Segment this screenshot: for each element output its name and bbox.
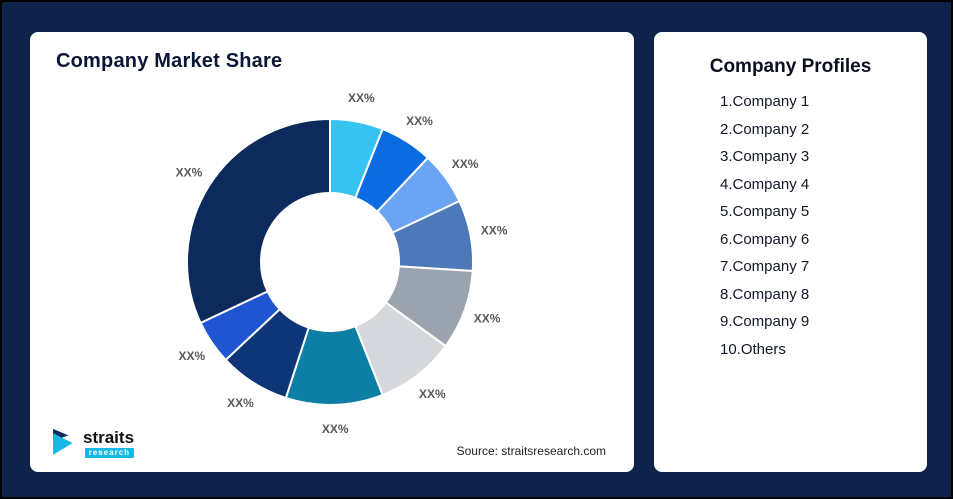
slice-label: XX% (419, 387, 446, 401)
profile-item: 6.Company 6 (720, 230, 810, 248)
slice-label: XX% (348, 91, 375, 105)
slice-label: XX% (474, 312, 501, 326)
straits-logo: straits research (52, 427, 135, 458)
profile-item: 10.Others (720, 340, 786, 358)
profile-item: 5.Company 5 (720, 203, 810, 220)
donut-chart-area: XX% XX% XX% XX% XX% XX% XX% XX% XX% XX% (30, 90, 634, 442)
market-share-card: Company Market Share XX% XX% XX% XX% XX% XX% X… (30, 32, 634, 472)
slice-label: XX% (481, 224, 508, 238)
profile-item: 3.Company 3 (720, 148, 810, 165)
profile-item: 7.Company 7 (720, 258, 810, 275)
profile-item: 8.Company 8 (720, 285, 810, 303)
donut-chart: XX% XX% XX% XX% XX% XX% XX% XX% XX% XX% (176, 91, 508, 436)
slice-label: XX% (406, 114, 433, 128)
chart-title: Company Market Share (56, 50, 283, 72)
profile-item: 2.Company 2 (720, 120, 810, 138)
slice-label: XX% (322, 422, 349, 436)
slice-label: XX% (452, 157, 479, 171)
slice-label: XX% (179, 349, 206, 363)
profile-item: 9.Company 9 (720, 313, 810, 330)
slice-label: XX% (227, 396, 254, 410)
source-text: Source: straitsresearch.com (456, 444, 606, 458)
straits-logo-text: straits research (83, 427, 135, 458)
slice-label: XX% (176, 166, 203, 180)
profile-item: 4.Company 4 (720, 175, 810, 193)
donut-segment-10 (186, 118, 331, 324)
logo-subtitle: research (84, 447, 135, 458)
profile-item: 1.Company 1 (720, 93, 810, 110)
straits-logo-icon (53, 428, 73, 455)
profiles-list: 1.Company 1 2.Company 2 3.Company 3 4.Compa… (654, 88, 927, 363)
profiles-title: Company Profiles (709, 56, 872, 77)
logo-name: straits (83, 427, 135, 447)
company-profiles-card: Company Profiles 1.Company 1 2.Company 2 3… (654, 32, 927, 472)
